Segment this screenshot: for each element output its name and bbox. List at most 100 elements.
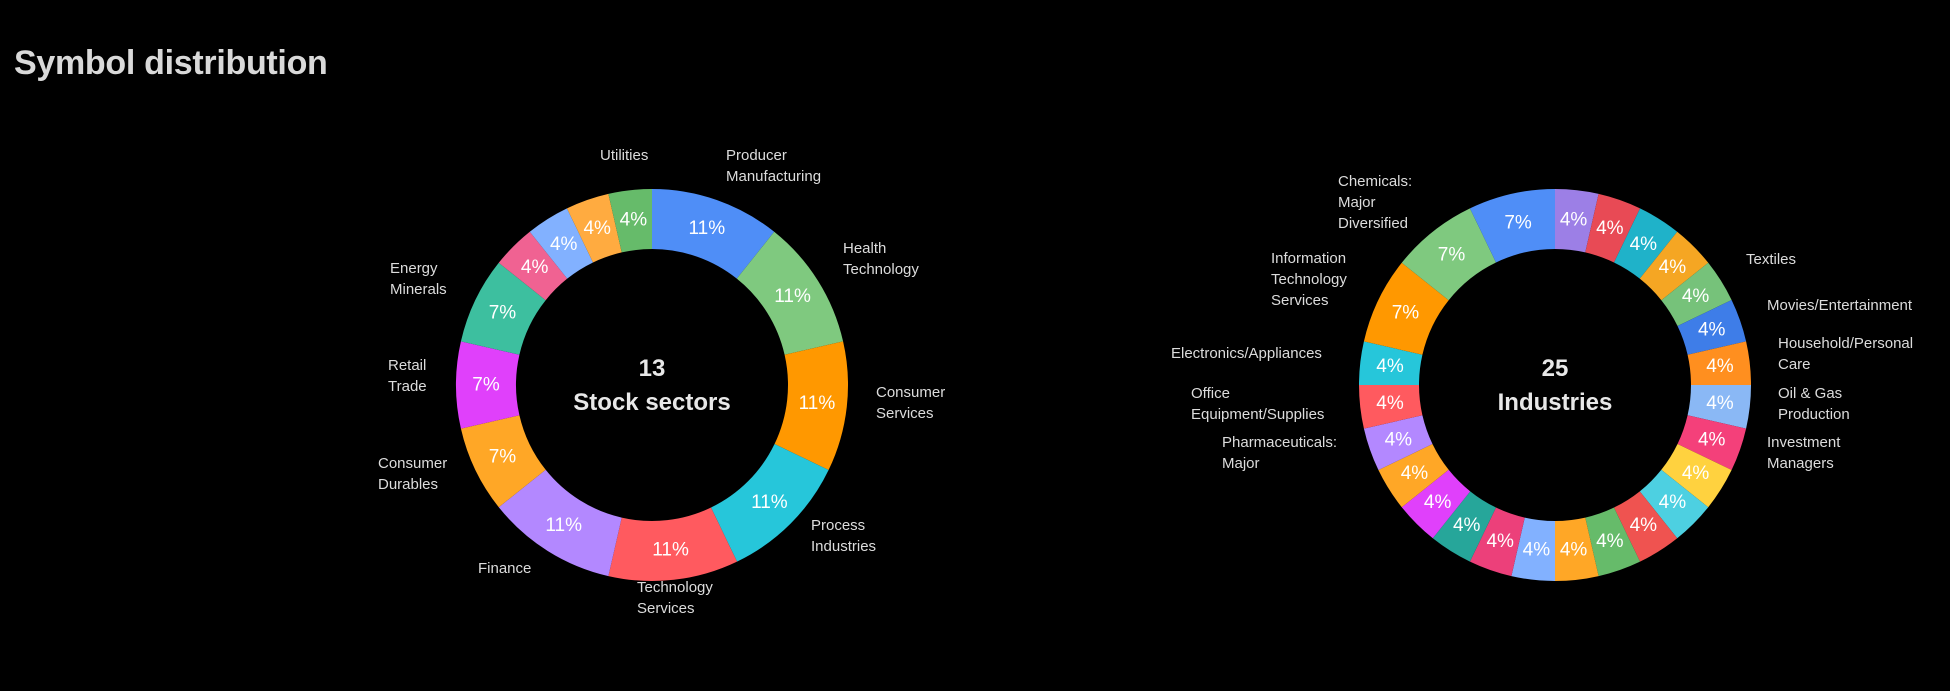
donut-slice[interactable] — [1555, 517, 1599, 581]
donut-slice[interactable] — [1511, 517, 1555, 581]
slice-percent-label: 4% — [550, 234, 578, 255]
donut-slice[interactable] — [529, 208, 593, 279]
donut-slice[interactable] — [1401, 469, 1471, 539]
slice-callout-label: Investment Managers — [1767, 434, 1841, 472]
donut-slice[interactable] — [455, 341, 520, 429]
callout-line: Electronics/Appliances — [1171, 345, 1322, 362]
slice-percent-label: 4% — [1706, 393, 1734, 414]
donut-slice[interactable] — [498, 469, 622, 577]
slice-percent-label: 4% — [1630, 234, 1658, 255]
donut-slice[interactable] — [1401, 208, 1496, 301]
callout-line: Industries — [811, 538, 876, 555]
slice-percent-label: 4% — [1596, 218, 1624, 239]
donut-slice[interactable] — [1359, 341, 1423, 385]
donut-slice[interactable] — [1363, 262, 1449, 355]
slice-percent-label: 4% — [1698, 320, 1726, 341]
slice-percent-label: 7% — [489, 447, 517, 468]
slice-callout-label: Utilities — [600, 147, 648, 164]
donut-slice[interactable] — [1585, 507, 1641, 577]
slice-callout-label: Energy Minerals — [390, 260, 447, 298]
donut-slice[interactable] — [1585, 193, 1641, 263]
industries-donut: 4% 4% 4% 4% 4% Textiles 4% Movies/Entertainment… — [1171, 173, 1913, 581]
donut-slice[interactable] — [1677, 415, 1747, 471]
donut-slice[interactable] — [652, 189, 775, 279]
callout-line: Consumer — [876, 384, 945, 401]
slice-percent-label: 4% — [1596, 531, 1624, 552]
callout-line: Diversified — [1338, 215, 1408, 232]
slice-percent-label: 7% — [1438, 245, 1466, 266]
donut-slice[interactable] — [1661, 444, 1732, 508]
donut-slice[interactable] — [608, 507, 738, 581]
donut-slice[interactable] — [711, 444, 829, 562]
donut-slice[interactable] — [1469, 189, 1555, 263]
slice-callout-label: Technology Services — [637, 579, 713, 617]
callout-line: Oil & Gas — [1778, 385, 1842, 402]
callout-line: Technology — [843, 261, 919, 278]
slice-percent-label: 4% — [1523, 539, 1551, 560]
callout-line: Finance — [478, 560, 531, 577]
donut-slice[interactable] — [1614, 208, 1678, 279]
slice-percent-label: 4% — [1706, 356, 1734, 377]
callout-line: Services — [1271, 292, 1329, 309]
slice-callout-label: Consumer Durables — [378, 455, 447, 493]
callout-line: Textiles — [1746, 251, 1796, 268]
donut-slice[interactable] — [1639, 231, 1709, 301]
callout-line: Chemicals: — [1338, 173, 1412, 190]
slice-percent-label: 7% — [1504, 213, 1532, 234]
donut-slice[interactable] — [1639, 469, 1709, 539]
callout-line: Health — [843, 240, 886, 257]
callout-line: Services — [637, 600, 695, 617]
donut-slice[interactable] — [498, 231, 568, 301]
donut-slice[interactable] — [1363, 415, 1433, 471]
donut-slice[interactable] — [1614, 491, 1678, 562]
slice-percent-label: 4% — [1424, 492, 1452, 513]
donut-slice[interactable] — [1469, 507, 1525, 577]
slice-percent-label: 4% — [1560, 539, 1588, 560]
slice-callout-label: Oil & Gas Production — [1778, 385, 1850, 423]
slice-percent-label: 4% — [1560, 210, 1588, 231]
callout-line: Utilities — [600, 147, 648, 164]
callout-line: Household/Personal — [1778, 335, 1913, 352]
donut-slice[interactable] — [1378, 444, 1449, 508]
donut-slice[interactable] — [566, 193, 622, 263]
slice-percent-label: 4% — [620, 210, 648, 231]
callout-line: Information — [1271, 250, 1346, 267]
sectors-donut: 11% Producer Manufacturing 11% Health Technol… — [378, 147, 945, 617]
slice-percent-label: 4% — [1401, 463, 1429, 484]
callout-line: Equipment/Supplies — [1191, 406, 1324, 423]
callout-line: Movies/Entertainment — [1767, 297, 1913, 314]
donut-slice[interactable] — [1555, 189, 1599, 253]
slice-percent-label: 11% — [689, 218, 726, 239]
donut-slice[interactable] — [460, 262, 546, 355]
slice-percent-label: 4% — [583, 218, 611, 239]
callout-line: Retail — [388, 357, 426, 374]
slice-percent-label: 4% — [1698, 429, 1726, 450]
callout-line: Investment — [1767, 434, 1841, 451]
donut-slice[interactable] — [1661, 262, 1732, 326]
donut-slice[interactable] — [460, 415, 546, 508]
callout-line: Technology — [637, 579, 713, 596]
slice-callout-label: Household/Personal Care — [1778, 335, 1913, 373]
slice-percent-label: 4% — [1682, 463, 1710, 484]
slice-percent-label: 11% — [751, 492, 788, 513]
donut-slice[interactable] — [1687, 385, 1751, 429]
slice-percent-label: 4% — [1385, 429, 1413, 450]
donut-slice[interactable] — [774, 341, 848, 471]
donut-slice[interactable] — [1359, 385, 1423, 429]
donut-slice[interactable] — [1677, 299, 1747, 355]
slice-percent-label: 11% — [545, 515, 582, 536]
donut-slice[interactable] — [1687, 341, 1751, 385]
slice-callout-label: Chemicals: Major Diversified — [1338, 173, 1412, 232]
slice-percent-label: 7% — [472, 375, 500, 396]
callout-line: Trade — [388, 378, 427, 395]
slice-percent-label: 7% — [489, 302, 517, 323]
callout-line: Care — [1778, 356, 1811, 373]
slice-callout-label: Textiles — [1746, 251, 1796, 268]
center-label: Industries — [1498, 389, 1613, 416]
donut-slice[interactable] — [736, 231, 844, 355]
donut-slice[interactable] — [1432, 491, 1496, 562]
callout-line: Major — [1338, 194, 1376, 211]
donut-slice[interactable] — [608, 189, 652, 253]
center-label: Stock sectors — [573, 389, 730, 416]
